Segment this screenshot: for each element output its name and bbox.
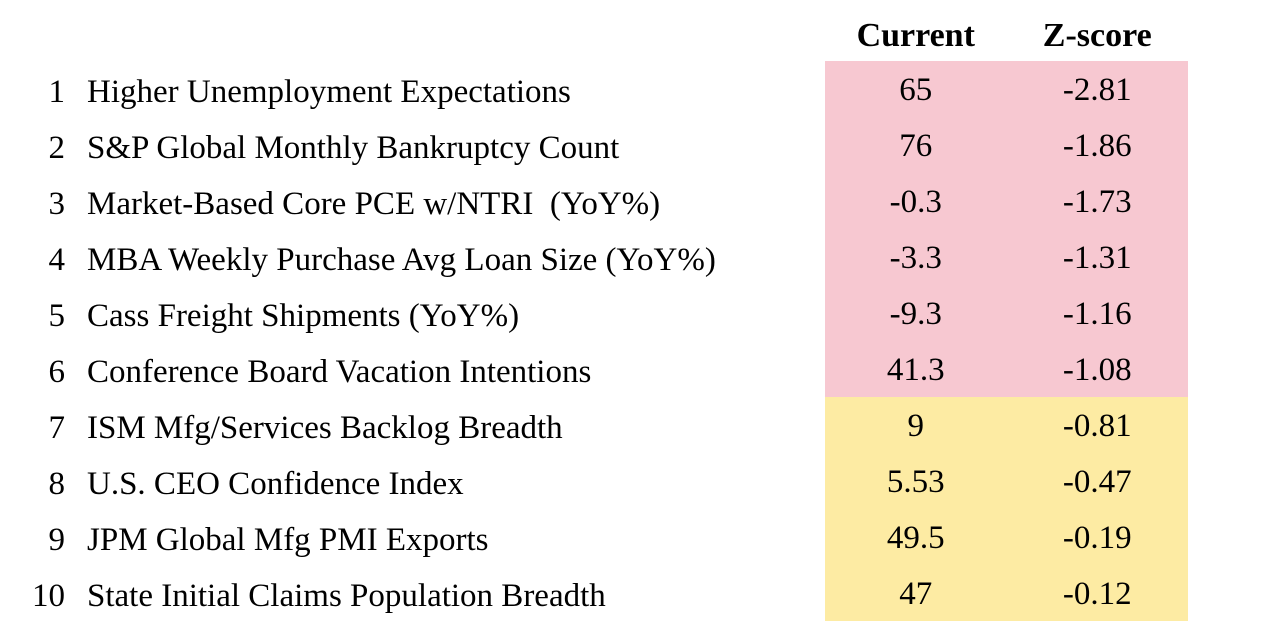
row-current-value: -3.3 xyxy=(889,240,942,276)
row-rank: 5 xyxy=(48,298,66,334)
row-current-value: -9.3 xyxy=(889,296,942,332)
column-header-current: Current xyxy=(856,17,975,54)
row-zscore-value: -0.19 xyxy=(1062,520,1132,556)
row-current-value: -0.3 xyxy=(889,184,942,220)
row-values-band: 65 -2.81 xyxy=(825,61,1188,117)
row-values-band: 5.53 -0.47 xyxy=(825,453,1188,509)
table-row: 10 State Initial Claims Population Bread… xyxy=(0,565,1282,621)
row-zscore-value: -1.73 xyxy=(1062,184,1132,220)
row-current-value: 65 xyxy=(899,72,933,108)
table-row: 8 U.S. CEO Confidence Index 5.53 -0.47 xyxy=(0,453,1282,509)
row-current-value: 9 xyxy=(907,408,925,444)
row-rank: 7 xyxy=(48,410,66,446)
row-current-value: 47 xyxy=(899,576,933,612)
row-zscore-value: -1.08 xyxy=(1062,352,1132,388)
table-row: 9 JPM Global Mfg PMI Exports 49.5 -0.19 xyxy=(0,509,1282,565)
row-indicator-label: U.S. CEO Confidence Index xyxy=(87,468,464,502)
table-row: 3 Market-Based Core PCE w/NTRI (YoY%) -0… xyxy=(0,173,1282,229)
row-values-band: -9.3 -1.16 xyxy=(825,285,1188,341)
row-rank: 6 xyxy=(48,354,66,390)
column-header-zscore: Z-score xyxy=(1042,17,1152,54)
row-rank: 10 xyxy=(32,578,65,614)
table-row: 2 S&P Global Monthly Bankruptcy Count 76… xyxy=(0,117,1282,173)
table-row: 4 MBA Weekly Purchase Avg Loan Size (YoY… xyxy=(0,229,1282,285)
row-rank: 8 xyxy=(48,466,66,502)
row-values-band: 49.5 -0.19 xyxy=(825,509,1188,565)
row-zscore-value: -1.31 xyxy=(1062,240,1132,276)
table-row: 5 Cass Freight Shipments (YoY%) -9.3 -1.… xyxy=(0,285,1282,341)
row-zscore-value: -0.47 xyxy=(1062,464,1132,500)
row-indicator-label: S&P Global Monthly Bankruptcy Count xyxy=(87,132,620,166)
row-zscore-value: -0.81 xyxy=(1062,408,1132,444)
row-zscore-value: -0.12 xyxy=(1062,576,1132,612)
row-values-band: -0.3 -1.73 xyxy=(825,173,1188,229)
row-indicator-label: JPM Global Mfg PMI Exports xyxy=(87,524,489,558)
row-indicator-label: Higher Unemployment Expectations xyxy=(87,76,571,110)
row-indicator-label: ISM Mfg/Services Backlog Breadth xyxy=(87,412,563,446)
row-indicator-label: MBA Weekly Purchase Avg Loan Size (YoY%) xyxy=(87,244,716,278)
table-row: 1 Higher Unemployment Expectations 65 -2… xyxy=(0,61,1282,117)
table-body: 1 Higher Unemployment Expectations 65 -2… xyxy=(0,61,1282,621)
table-row: 6 Conference Board Vacation Intentions 4… xyxy=(0,341,1282,397)
row-zscore-value: -2.81 xyxy=(1062,72,1132,108)
row-current-value: 41.3 xyxy=(886,352,945,388)
row-indicator-label: State Initial Claims Population Breadth xyxy=(87,580,606,614)
row-current-value: 76 xyxy=(899,128,933,164)
table-row: 7 ISM Mfg/Services Backlog Breadth 9 -0.… xyxy=(0,397,1282,453)
row-indicator-label: Conference Board Vacation Intentions xyxy=(87,356,592,390)
row-zscore-value: -1.86 xyxy=(1062,128,1132,164)
table-header-row: Current Z-score xyxy=(0,0,1282,61)
row-values-band: 41.3 -1.08 xyxy=(825,341,1188,397)
row-zscore-value: -1.16 xyxy=(1062,296,1132,332)
row-rank: 2 xyxy=(48,130,66,166)
row-indicator-label: Market-Based Core PCE w/NTRI (YoY%) xyxy=(87,188,661,222)
row-rank: 3 xyxy=(48,186,66,222)
row-current-value: 49.5 xyxy=(886,520,945,556)
row-values-band: 76 -1.86 xyxy=(825,117,1188,173)
row-rank: 4 xyxy=(48,242,66,278)
row-values-band: 9 -0.81 xyxy=(825,397,1188,453)
row-values-band: -3.3 -1.31 xyxy=(825,229,1188,285)
row-current-value: 5.53 xyxy=(886,464,945,500)
row-rank: 9 xyxy=(48,522,66,558)
row-rank: 1 xyxy=(48,74,66,110)
row-values-band: 47 -0.12 xyxy=(825,565,1188,621)
row-indicator-label: Cass Freight Shipments (YoY%) xyxy=(87,300,520,334)
